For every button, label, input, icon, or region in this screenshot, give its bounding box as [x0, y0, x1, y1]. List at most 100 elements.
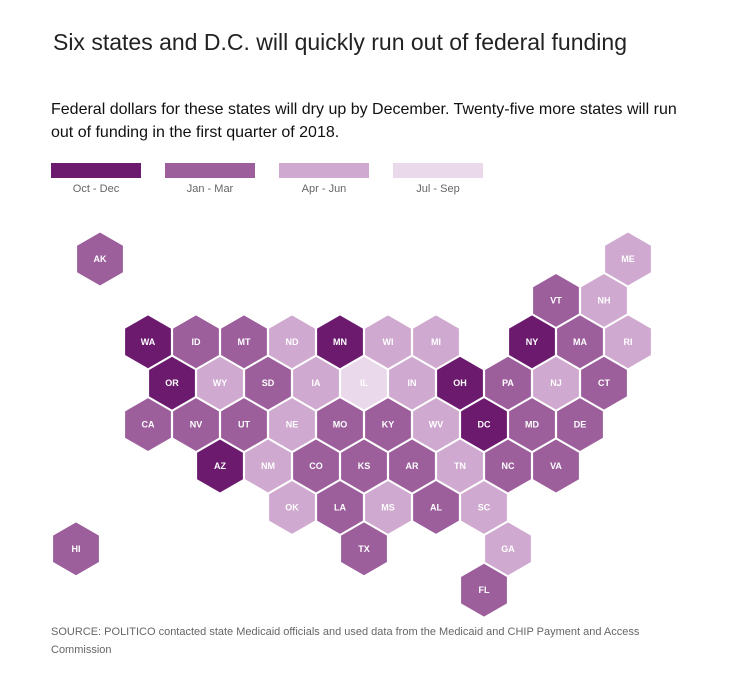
hex-ok [268, 479, 316, 535]
hex-mo [316, 397, 364, 453]
hex-in [388, 355, 436, 411]
hex-label-nc: NC [502, 461, 515, 471]
hex-label-wy: WY [213, 378, 228, 388]
hex-label-ak: AK [94, 254, 107, 264]
legend-item-jul-sep: Jul - Sep [393, 163, 483, 195]
legend-swatch-jul-sep [393, 163, 483, 178]
hex-tile-map: AK ME VT NH WA ID MT ND MN WI MI NY MA RI OR WY SD IA IL IN… [52, 231, 652, 618]
hex-label-wa: WA [141, 337, 156, 347]
hex-ak [76, 231, 124, 287]
hex-label-co: CO [309, 461, 323, 471]
hex-label-vt: VT [550, 295, 562, 305]
legend-label: Oct - Dec [72, 183, 120, 195]
legend-swatch-oct-dec [51, 163, 141, 178]
hex-ga [484, 521, 532, 577]
hex-label-or: OR [165, 378, 179, 388]
hex-id [172, 314, 220, 370]
hex-oh [436, 355, 484, 411]
hex-or [148, 355, 196, 411]
hex-label-ok: OK [285, 502, 299, 512]
hex-label-sc: SC [478, 502, 491, 512]
hex-label-mt: MT [238, 337, 251, 347]
hex-label-sd: SD [262, 378, 275, 388]
legend-label: Apr - Jun [301, 183, 347, 195]
hex-label-id: ID [192, 337, 202, 347]
hex-label-ar: AR [406, 461, 419, 471]
hex-me [604, 231, 652, 287]
hex-label-ks: KS [358, 461, 371, 471]
hex-label-fl: FL [479, 585, 490, 595]
hex-label-hi: HI [72, 544, 81, 554]
hex-wa [124, 314, 172, 370]
hex-label-ga: GA [501, 544, 515, 554]
hex-ky [364, 397, 412, 453]
hex-label-la: LA [334, 502, 346, 512]
chart-subtitle: Federal dollars for these states will dr… [51, 101, 677, 141]
legend-item-oct-dec: Oct - Dec [51, 163, 141, 195]
hex-tn [436, 438, 484, 494]
hex-label-ma: MA [573, 337, 587, 347]
hex-mn [316, 314, 364, 370]
hex-ri [604, 314, 652, 370]
hex-md [508, 397, 556, 453]
hex-label-nj: NJ [550, 378, 562, 388]
hex-mi [412, 314, 460, 370]
hex-label-al: AL [430, 502, 442, 512]
legend-swatch-jan-mar [165, 163, 255, 178]
hex-ks [340, 438, 388, 494]
hex-label-dc: DC [478, 420, 491, 430]
hex-label-mi: MI [431, 337, 441, 347]
hex-label-ca: CA [142, 420, 155, 430]
hex-label-az: AZ [214, 461, 226, 471]
hex-tx [340, 521, 388, 577]
hex-ut [220, 397, 268, 453]
hex-label-wv: WV [429, 420, 444, 430]
hex-wy [196, 355, 244, 411]
hex-mt [220, 314, 268, 370]
hex-nd [268, 314, 316, 370]
hex-label-oh: OH [453, 378, 467, 388]
hex-label-nh: NH [598, 295, 611, 305]
hex-label-tx: TX [358, 544, 370, 554]
hex-sd [244, 355, 292, 411]
hex-label-ny: NY [526, 337, 539, 347]
hex-label-ia: IA [312, 378, 322, 388]
hex-wv [412, 397, 460, 453]
legend-item-apr-jun: Apr - Jun [279, 163, 369, 195]
hex-label-me: ME [621, 254, 635, 264]
hex-ca [124, 397, 172, 453]
hex-nc [484, 438, 532, 494]
hex-ar [388, 438, 436, 494]
hex-label-ct: CT [598, 378, 610, 388]
hex-ne [268, 397, 316, 453]
legend-item-jan-mar: Jan - Mar [165, 163, 255, 195]
hex-vt [532, 272, 580, 328]
hex-label-ri: RI [624, 337, 633, 347]
hex-label-ut: UT [238, 420, 250, 430]
hex-la [316, 479, 364, 535]
chart-title: Six states and D.C. will quickly run out… [52, 29, 627, 55]
hex-label-nm: NM [261, 461, 275, 471]
hex-dc [460, 397, 508, 453]
hex-label-md: MD [525, 420, 539, 430]
hex-label-ne: NE [286, 420, 299, 430]
hex-nm [244, 438, 292, 494]
hex-label-va: VA [550, 461, 562, 471]
hex-co [292, 438, 340, 494]
hex-va [532, 438, 580, 494]
hex-label-in: IN [408, 378, 417, 388]
hex-ma [556, 314, 604, 370]
hex-ct [580, 355, 628, 411]
hex-label-il: IL [360, 378, 369, 388]
hex-de [556, 397, 604, 453]
hex-ny [508, 314, 556, 370]
legend-label: Jan - Mar [186, 183, 234, 195]
hex-il [340, 355, 388, 411]
hex-label-nv: NV [190, 420, 203, 430]
hex-nh [580, 272, 628, 328]
hex-label-ky: KY [382, 420, 395, 430]
hex-label-de: DE [574, 420, 587, 430]
hex-nj [532, 355, 580, 411]
hex-ia [292, 355, 340, 411]
hex-label-mo: MO [333, 420, 348, 430]
